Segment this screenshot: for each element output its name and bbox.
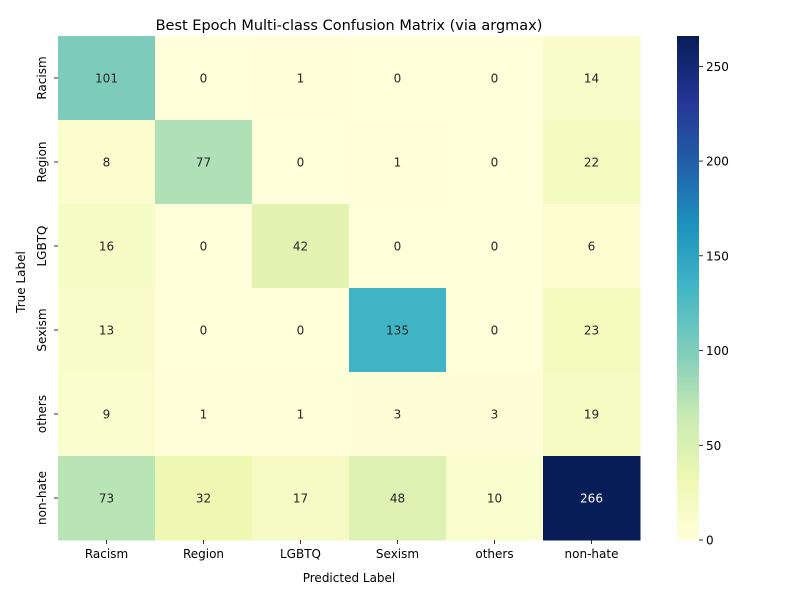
- heatmap-cell: [446, 456, 544, 541]
- heatmap-cell: [58, 288, 156, 373]
- colorbar-tick-label: 0: [706, 534, 714, 548]
- colorbar-tick-label: 50: [706, 439, 721, 453]
- cell-value-label: 0: [297, 156, 305, 170]
- cell-value-label: 266: [580, 492, 603, 506]
- heatmap-cell: [155, 204, 253, 289]
- cell-value-label: 42: [293, 240, 308, 254]
- cell-value-label: 0: [200, 324, 208, 338]
- heatmap-cell: [155, 120, 253, 205]
- cell-value-label: 0: [491, 156, 499, 170]
- cell-value-label: 23: [584, 324, 599, 338]
- heatmap-cell: [446, 288, 544, 373]
- x-tick-label: non-hate: [565, 547, 619, 561]
- y-axis-ticks: Racism Region LGBTQ Sexism others non-hate: [35, 56, 58, 525]
- cell-value-label: 101: [95, 72, 118, 86]
- x-tick-label: Racism: [85, 547, 128, 561]
- heatmap-cell: [252, 456, 350, 541]
- heatmap-cell: [155, 36, 253, 121]
- colorbar: 0 50 100 150 200 250: [677, 36, 729, 548]
- cell-value-label: 1: [297, 408, 305, 422]
- heatmap-cell: [543, 36, 641, 121]
- cell-value-label: 1: [394, 156, 402, 170]
- heatmap-cell: [155, 288, 253, 373]
- heatmap-cell: [252, 120, 350, 205]
- colorbar-tick-label: 150: [706, 249, 729, 263]
- cell-value-label: 8: [103, 156, 111, 170]
- heatmap-cell: [58, 36, 156, 121]
- y-axis-label: True Label: [14, 251, 28, 314]
- cell-value-label: 3: [491, 408, 499, 422]
- colorbar-tick-label: 250: [706, 60, 729, 74]
- heatmap-cell: [252, 204, 350, 289]
- y-tick-label: Racism: [35, 56, 49, 99]
- y-tick-label: others: [35, 395, 49, 433]
- heatmap-cell: [543, 120, 641, 205]
- heatmap-cell: [58, 120, 156, 205]
- cell-value-label: 0: [200, 72, 208, 86]
- y-tick-label: non-hate: [35, 471, 49, 525]
- y-tick-label: Sexism: [35, 308, 49, 351]
- y-tick-label: LGBTQ: [35, 226, 49, 267]
- cell-value-label: 17: [293, 492, 308, 506]
- cell-value-label: 0: [491, 72, 499, 86]
- heatmap-cell: [349, 456, 447, 541]
- x-tick-label: Sexism: [376, 547, 419, 561]
- cell-value-label: 77: [196, 156, 211, 170]
- heatmap-cell: [543, 288, 641, 373]
- colorbar-tick-label: 200: [706, 155, 729, 169]
- heatmap-cell: [543, 372, 641, 457]
- x-axis-ticks: Racism Region LGBTQ Sexism others non-hate: [85, 540, 619, 561]
- heatmap-cell: [349, 288, 447, 373]
- chart-title: Best Epoch Multi-class Confusion Matrix …: [156, 18, 543, 34]
- cell-value-label: 10: [487, 492, 502, 506]
- cell-value-label: 0: [297, 324, 305, 338]
- x-tick-label: Region: [183, 547, 224, 561]
- cell-value-label: 1: [297, 72, 305, 86]
- x-tick-label: LGBTQ: [280, 547, 321, 561]
- cell-value-label: 1: [200, 408, 208, 422]
- cell-value-label: 0: [394, 72, 402, 86]
- heatmap-cell: [349, 204, 447, 289]
- heatmap-cell: [252, 372, 350, 457]
- heatmap-cell: [543, 204, 641, 289]
- heatmap-cell: [446, 36, 544, 121]
- cell-value-label: 6: [588, 240, 596, 254]
- heatmap-cell: [155, 456, 253, 541]
- cell-value-label: 0: [200, 240, 208, 254]
- cell-value-label: 0: [491, 240, 499, 254]
- heatmap-cell: [349, 372, 447, 457]
- heatmap-cell: [446, 372, 544, 457]
- heatmap-cell: [446, 204, 544, 289]
- colorbar-tick-label: 100: [706, 344, 729, 358]
- heatmap-cell: [446, 120, 544, 205]
- cell-value-label: 13: [99, 324, 114, 338]
- x-axis-label: Predicted Label: [303, 571, 396, 585]
- heatmap-cell: [349, 120, 447, 205]
- heatmap-cell: [252, 36, 350, 121]
- cell-value-label: 0: [491, 324, 499, 338]
- heatmap-cell: [349, 36, 447, 121]
- cell-value-label: 0: [394, 240, 402, 254]
- heatmap-cell: [155, 372, 253, 457]
- heatmap-cell: [543, 456, 641, 541]
- y-tick-label: Region: [35, 141, 49, 182]
- heatmap-cell: [58, 372, 156, 457]
- cell-value-label: 22: [584, 156, 599, 170]
- heatmap-cell: [58, 204, 156, 289]
- cell-value-label: 32: [196, 492, 211, 506]
- cell-value-label: 19: [584, 408, 599, 422]
- cell-value-label: 9: [103, 408, 111, 422]
- cell-value-label: 73: [99, 492, 114, 506]
- cell-value-label: 16: [99, 240, 114, 254]
- colorbar-gradient: [677, 36, 699, 540]
- cell-value-label: 3: [394, 408, 402, 422]
- heatmap-cell: [58, 456, 156, 541]
- heatmap-cell: [252, 288, 350, 373]
- cell-value-label: 14: [584, 72, 599, 86]
- cell-value-label: 135: [386, 324, 409, 338]
- cell-value-label: 48: [390, 492, 405, 506]
- x-tick-label: others: [475, 547, 513, 561]
